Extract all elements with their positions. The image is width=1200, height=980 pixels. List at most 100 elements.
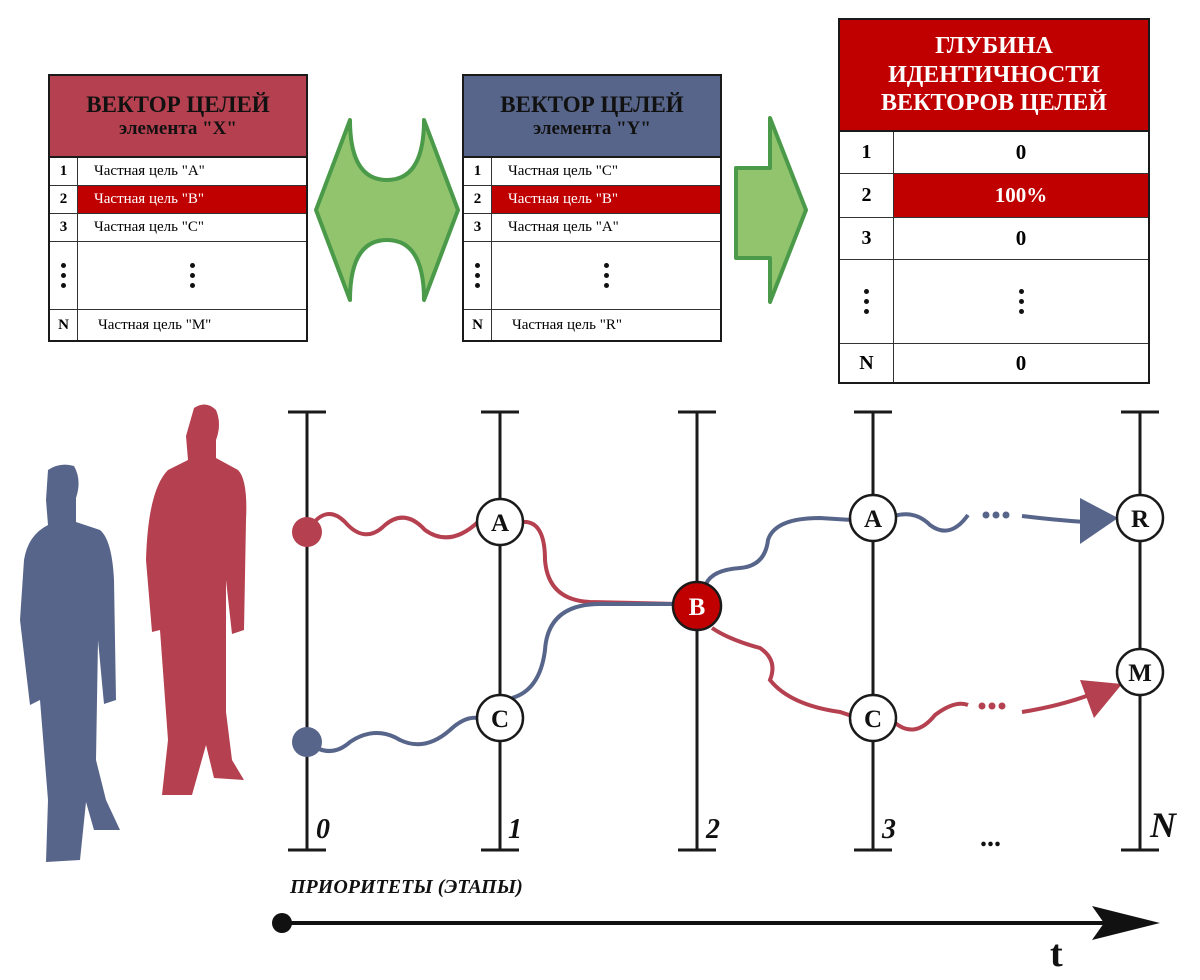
row-number: 2: [840, 174, 894, 217]
table-row: N 0: [840, 344, 1148, 382]
stage-label-0: 0: [316, 814, 330, 845]
node-c1-label: C: [491, 706, 509, 733]
row-number: 1: [840, 132, 894, 173]
row-number: 2: [464, 186, 492, 213]
path-y-dots-r: [1021, 514, 1086, 524]
stage-label-1: 1: [508, 814, 522, 845]
vertical-ellipsis-icon: [78, 242, 306, 309]
time-axis-origin: [272, 913, 292, 933]
right-arrow-icon: [734, 116, 808, 304]
table-row: N Частная цель "R": [464, 310, 720, 340]
row-label: Частная цель "C": [94, 219, 204, 235]
vector-x-table: ВЕКТОР ЦЕЛЕЙ элемента "X" 1 Частная цель…: [48, 74, 308, 342]
row-label: Частная цель "R": [512, 316, 622, 333]
path-y-1-2: [511, 602, 678, 700]
identity-depth-table: ГЛУБИНА ИДЕНТИЧНОСТИ ВЕКТОРОВ ЦЕЛЕЙ 1 0 …: [838, 18, 1150, 384]
node-a1-label: A: [491, 510, 509, 537]
node-a3: A: [848, 493, 898, 543]
stage-label-3: 3: [882, 814, 896, 845]
node-m: M: [1115, 647, 1165, 697]
time-axis-arrowhead: [1092, 906, 1160, 940]
vertical-ellipsis-icon: [492, 242, 720, 309]
identity-depth-title-line: ИДЕНТИЧНОСТИ: [888, 61, 1100, 88]
arrowhead-x: [1080, 680, 1122, 718]
node-r-label: R: [1131, 506, 1150, 533]
vector-x-subtitle: элемента "X": [119, 118, 237, 140]
path-y-0-1: [305, 715, 479, 753]
stage-label-2: 2: [706, 814, 720, 845]
row-label: Частная цель "M": [98, 316, 212, 333]
identity-depth-title-line: ВЕКТОРОВ ЦЕЛЕЙ: [881, 90, 1107, 117]
path-x-1-2: [521, 519, 679, 606]
table-row: 3 0: [840, 218, 1148, 260]
table-row: 2 Частная цель "B": [464, 186, 720, 214]
row-number: N: [840, 344, 894, 382]
table-row: [840, 260, 1148, 344]
row-number: 1: [464, 158, 492, 185]
row-number: N: [50, 310, 78, 340]
table-row: N Частная цель "M": [50, 310, 306, 340]
row-number: 3: [50, 214, 78, 241]
vertical-ellipsis-icon: [894, 260, 1148, 343]
node-b2-label: B: [689, 594, 706, 621]
table-row: [50, 242, 306, 310]
table-row: 2 100%: [840, 174, 1148, 218]
identity-depth-title-line: ГЛУБИНА: [935, 32, 1053, 59]
double-arrow-icon: [314, 118, 460, 302]
trajectory-y: [305, 512, 1086, 753]
vector-y-header: ВЕКТОР ЦЕЛЕЙ элемента "Y": [464, 76, 720, 158]
stage-lines: [288, 410, 1159, 852]
table-row: 2 Частная цель "B": [50, 186, 306, 214]
vector-x-title: ВЕКТОР ЦЕЛЕЙ: [86, 91, 270, 117]
table-row: 1 Частная цель "A": [50, 158, 306, 186]
path-x-0-1: [305, 512, 480, 540]
row-number: 1: [50, 158, 78, 185]
vertical-ellipsis-icon: [464, 242, 492, 309]
row-label: Частная цель "C": [508, 163, 618, 179]
axis-label-priorities: ПРИОРИТЕТЫ (ЭТАПЫ): [290, 876, 523, 898]
node-c3-label: C: [864, 706, 882, 733]
person-x-icon: [146, 404, 247, 795]
vector-y-subtitle: элемента "Y": [533, 118, 651, 140]
node-b2: B: [671, 580, 723, 632]
row-number: 3: [464, 214, 492, 241]
identity-depth-header: ГЛУБИНА ИДЕНТИЧНОСТИ ВЕКТОРОВ ЦЕЛЕЙ: [840, 20, 1148, 132]
start-x-dot: [292, 517, 322, 547]
path-x-dots-m: [1021, 692, 1093, 714]
dots-y: [982, 511, 1010, 519]
row-value: 0: [1015, 226, 1027, 250]
vector-x-header: ВЕКТОР ЦЕЛЕЙ элемента "X": [50, 76, 306, 158]
person-y-icon: [20, 464, 120, 862]
stage-label-ellipsis: ...: [980, 822, 1001, 853]
row-value: 100%: [894, 174, 1148, 217]
node-a1: A: [475, 497, 525, 547]
trajectory-x: [305, 512, 1093, 732]
path-x-2-3: [710, 626, 853, 718]
node-c1: C: [475, 693, 525, 743]
table-row: 1 Частная цель "C": [464, 158, 720, 186]
table-row: [464, 242, 720, 310]
row-number: N: [464, 310, 492, 340]
row-value: 0: [1015, 350, 1027, 375]
row-label: Частная цель "B": [78, 186, 306, 213]
stage-label-n: N: [1150, 805, 1176, 845]
row-number: 3: [840, 218, 894, 259]
row-label: Частная цель "A": [508, 219, 619, 235]
row-value: 0: [1015, 140, 1027, 164]
node-r: R: [1115, 493, 1165, 543]
arrowhead-y: [1080, 498, 1118, 544]
vertical-ellipsis-icon: [50, 242, 78, 309]
row-label: Частная цель "B": [492, 186, 720, 213]
table-row: 1 0: [840, 132, 1148, 174]
table-row: 3 Частная цель "C": [50, 214, 306, 242]
path-y-3-dots: [893, 512, 970, 533]
node-m-label: M: [1128, 660, 1152, 687]
row-number: 2: [50, 186, 78, 213]
path-x-3-dots: [892, 701, 969, 732]
table-row: 3 Частная цель "A": [464, 214, 720, 242]
path-y-2-3: [704, 515, 853, 585]
row-label: Частная цель "A": [94, 163, 205, 179]
node-a3-label: A: [864, 506, 882, 533]
dots-x: [978, 702, 1006, 710]
